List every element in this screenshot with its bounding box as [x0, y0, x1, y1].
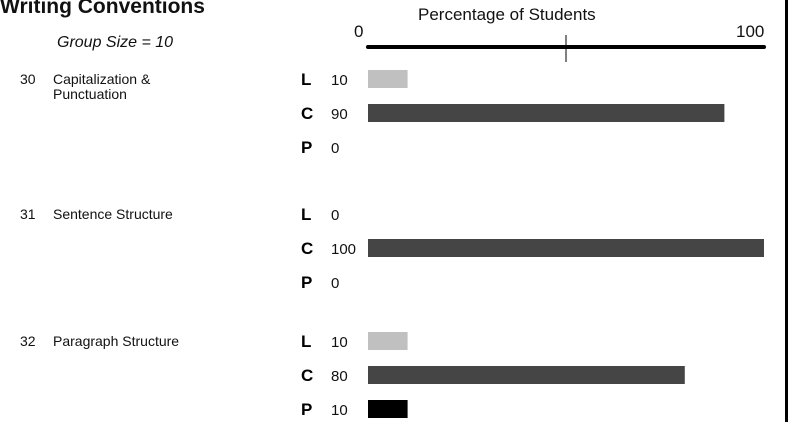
bar-c: [368, 104, 725, 122]
bar-c: [368, 366, 685, 384]
axis-title: Percentage of Students: [418, 5, 596, 24]
axis-tick-label-min: 0: [354, 22, 364, 41]
bar-l: [368, 332, 408, 350]
bar-p: [368, 400, 408, 418]
row-letter: P: [301, 400, 312, 419]
row-letter: L: [301, 205, 311, 224]
row-letter: C: [301, 239, 313, 258]
skill-name: Capitalization &: [53, 71, 151, 87]
skill-number: 31: [20, 206, 36, 222]
skill-name: Paragraph Structure: [53, 333, 179, 349]
skill-name: Sentence Structure: [53, 206, 173, 222]
chart-title: Writing Conventions: [0, 0, 205, 18]
group-size-label: Group Size = 10: [57, 34, 174, 51]
row-value: 0: [331, 275, 339, 292]
row-letter: P: [301, 138, 312, 157]
row-value: 80: [331, 368, 348, 385]
bar-c: [368, 239, 764, 257]
panel-border: [785, 0, 788, 422]
row-letter: L: [301, 70, 311, 89]
row-letter: C: [301, 104, 313, 123]
row-letter: P: [301, 273, 312, 292]
row-value: 0: [331, 207, 339, 224]
skill-name: Punctuation: [53, 86, 127, 102]
row-letter: C: [301, 366, 313, 385]
row-value: 10: [331, 402, 348, 419]
row-value: 90: [331, 106, 348, 123]
row-value: 100: [331, 241, 356, 258]
row-value: 0: [331, 140, 339, 157]
row-value: 10: [331, 334, 348, 351]
skill-number: 30: [20, 71, 36, 87]
row-letter: L: [301, 332, 311, 351]
skill-number: 32: [20, 333, 36, 349]
axis-tick-label-max: 100: [736, 22, 765, 41]
row-value: 10: [331, 72, 348, 89]
bar-l: [368, 70, 408, 88]
